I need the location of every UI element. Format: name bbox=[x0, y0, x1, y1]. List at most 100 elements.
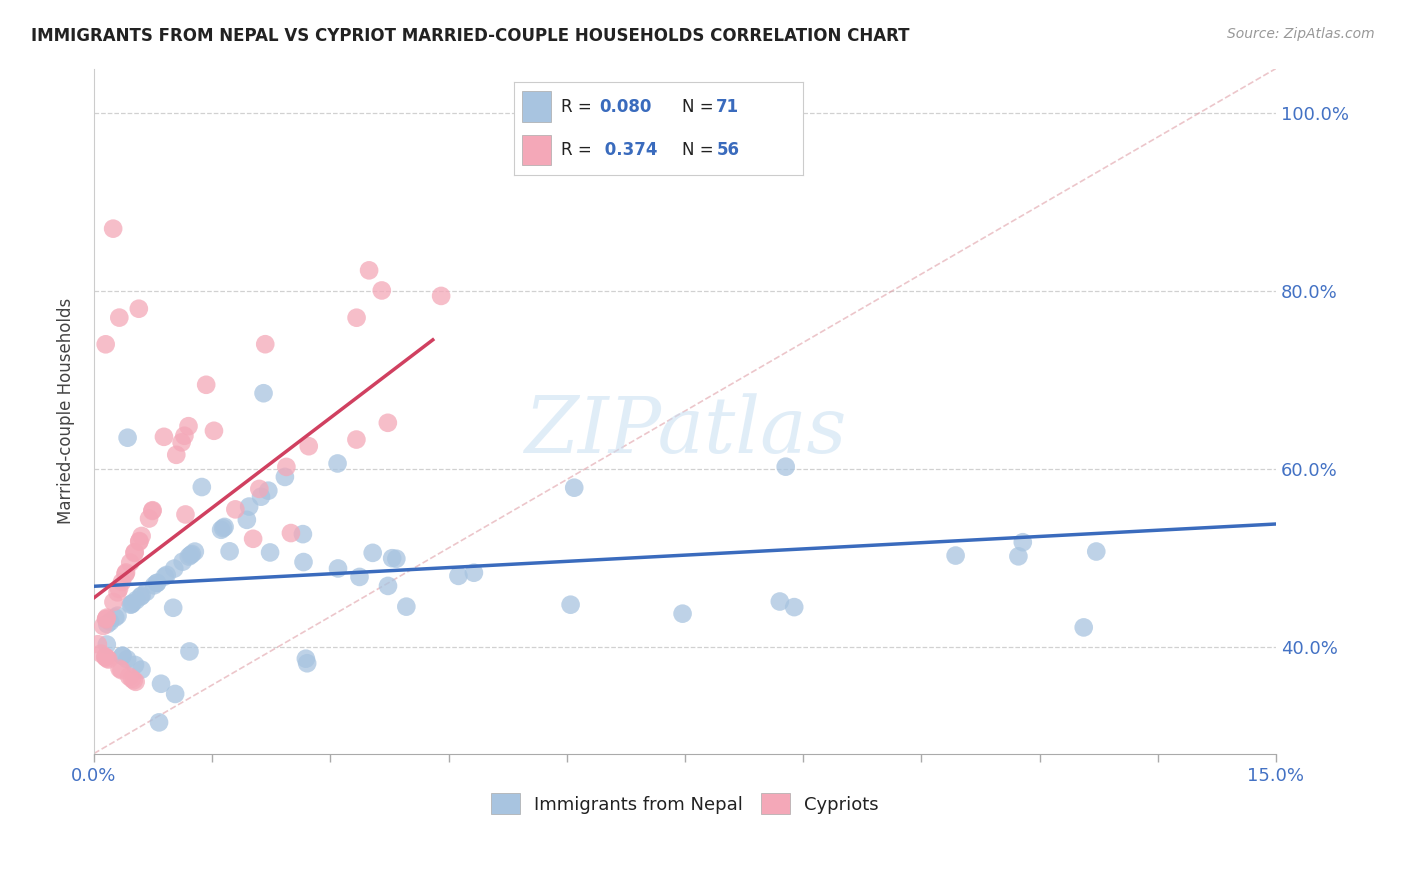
Point bbox=[107, 585, 129, 599]
Point bbox=[108, 582, 131, 596]
Point bbox=[181, 547, 204, 561]
Point bbox=[135, 585, 157, 599]
Point bbox=[346, 310, 368, 325]
Point bbox=[349, 570, 371, 584]
Point bbox=[107, 608, 129, 623]
Point bbox=[291, 527, 314, 541]
Point bbox=[377, 416, 399, 430]
Point bbox=[90, 647, 112, 661]
Point bbox=[1007, 549, 1029, 564]
Point bbox=[174, 508, 197, 522]
Point bbox=[129, 590, 152, 604]
Point bbox=[117, 431, 139, 445]
Point bbox=[138, 511, 160, 525]
Point bbox=[111, 648, 134, 663]
Point bbox=[141, 504, 163, 518]
Point bbox=[212, 521, 235, 535]
Point bbox=[257, 483, 280, 498]
Text: Source: ZipAtlas.com: Source: ZipAtlas.com bbox=[1227, 27, 1375, 41]
Point bbox=[292, 555, 315, 569]
Point bbox=[361, 546, 384, 560]
Point bbox=[118, 669, 141, 683]
Point bbox=[214, 520, 236, 534]
Point bbox=[280, 526, 302, 541]
Point bbox=[94, 337, 117, 351]
Point bbox=[180, 548, 202, 562]
Point bbox=[115, 652, 138, 666]
Point bbox=[1085, 544, 1108, 558]
Point bbox=[101, 221, 124, 235]
Point bbox=[124, 657, 146, 672]
Point bbox=[344, 433, 367, 447]
Point bbox=[170, 435, 193, 450]
Point bbox=[173, 429, 195, 443]
Point bbox=[162, 600, 184, 615]
Point bbox=[121, 596, 143, 610]
Point bbox=[295, 651, 318, 665]
Point bbox=[143, 578, 166, 592]
Point bbox=[150, 677, 173, 691]
Point bbox=[238, 500, 260, 514]
Point bbox=[142, 503, 165, 517]
Point bbox=[274, 470, 297, 484]
Point bbox=[124, 545, 146, 559]
Point bbox=[120, 597, 142, 611]
Point bbox=[179, 644, 201, 658]
Point bbox=[87, 637, 110, 651]
Point bbox=[359, 263, 381, 277]
Point bbox=[184, 544, 207, 558]
Point bbox=[775, 459, 797, 474]
Point bbox=[562, 481, 585, 495]
Point bbox=[945, 549, 967, 563]
Point bbox=[94, 649, 117, 664]
Point bbox=[252, 386, 274, 401]
Point bbox=[96, 612, 118, 626]
Point bbox=[148, 715, 170, 730]
Point bbox=[165, 448, 187, 462]
Point bbox=[120, 556, 142, 570]
Point bbox=[769, 594, 792, 608]
Point bbox=[560, 598, 582, 612]
Point bbox=[295, 657, 318, 671]
Point bbox=[195, 377, 218, 392]
Point bbox=[209, 523, 232, 537]
Point bbox=[326, 561, 349, 575]
Point bbox=[115, 566, 138, 580]
Point bbox=[385, 551, 408, 566]
Point bbox=[96, 651, 118, 665]
Point bbox=[121, 672, 143, 686]
Point bbox=[259, 545, 281, 559]
Point bbox=[1011, 535, 1033, 549]
Point bbox=[254, 337, 277, 351]
Point bbox=[96, 610, 118, 624]
Point bbox=[98, 615, 121, 629]
Point bbox=[177, 549, 200, 564]
Point bbox=[298, 439, 321, 453]
Point bbox=[236, 513, 259, 527]
Legend: Immigrants from Nepal, Cypriots: Immigrants from Nepal, Cypriots bbox=[482, 784, 889, 823]
Point bbox=[91, 619, 114, 633]
Point bbox=[224, 502, 246, 516]
Point bbox=[131, 529, 153, 543]
Point bbox=[131, 589, 153, 603]
Point bbox=[276, 459, 298, 474]
Point bbox=[326, 457, 349, 471]
Point bbox=[125, 593, 148, 607]
Point bbox=[463, 566, 485, 580]
Point bbox=[163, 561, 186, 575]
Point bbox=[395, 599, 418, 614]
Point bbox=[97, 652, 120, 666]
Y-axis label: Married-couple Households: Married-couple Households bbox=[58, 298, 75, 524]
Point bbox=[146, 575, 169, 590]
Point bbox=[108, 662, 131, 676]
Point bbox=[146, 576, 169, 591]
Point bbox=[371, 284, 394, 298]
Point bbox=[165, 687, 187, 701]
Point bbox=[111, 648, 134, 663]
Point bbox=[94, 612, 117, 626]
Point bbox=[218, 544, 240, 558]
Point bbox=[128, 301, 150, 316]
Point bbox=[122, 673, 145, 688]
Point bbox=[103, 595, 125, 609]
Point bbox=[242, 532, 264, 546]
